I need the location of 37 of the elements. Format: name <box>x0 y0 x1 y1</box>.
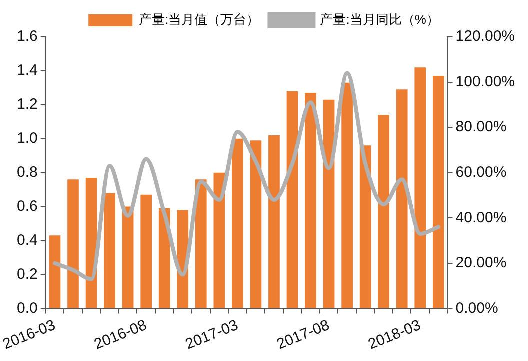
bar <box>342 82 353 308</box>
bar <box>232 138 244 308</box>
y-tick-label: 1.4 <box>16 62 38 80</box>
bar <box>268 135 280 308</box>
bar <box>104 193 116 308</box>
y-tick-label: 1.6 <box>16 28 38 46</box>
y2-tick-label: 120.00% <box>456 28 515 46</box>
bar <box>378 115 390 308</box>
y2-tick-label: 80.00% <box>456 118 507 136</box>
y-tick-label: 0.4 <box>16 232 38 249</box>
y-tick-label: 1.2 <box>16 96 38 114</box>
bar <box>414 68 426 308</box>
line-series <box>52 71 441 282</box>
bar <box>286 91 298 308</box>
legend-label: 产量:当月值（万台） <box>139 12 260 28</box>
y-tick-label: 0.2 <box>16 266 38 283</box>
bar <box>49 236 61 308</box>
legend-label: 产量:当月同比（%） <box>320 12 440 28</box>
y2-tick-label: 0.00% <box>456 300 498 317</box>
y2-tick-label: 100.00% <box>456 73 515 90</box>
y-tick-label: 0.8 <box>16 164 38 181</box>
bar <box>432 76 444 308</box>
bar <box>122 206 134 308</box>
bar <box>214 172 226 308</box>
bar <box>68 180 79 308</box>
bar <box>140 194 152 308</box>
y2-tick-label: 20.00% <box>456 254 507 272</box>
y-tick-label: 0.6 <box>16 198 38 215</box>
y2-tick-label: 40.00% <box>456 209 507 226</box>
bar <box>396 90 408 308</box>
y-tick-label: 1.0 <box>16 130 38 148</box>
bar <box>195 180 207 308</box>
bar <box>323 100 335 308</box>
bar <box>305 93 316 308</box>
y-tick-label: 0.0 <box>16 300 38 317</box>
bar <box>250 140 262 308</box>
y2-tick-label: 60.00% <box>456 164 507 181</box>
